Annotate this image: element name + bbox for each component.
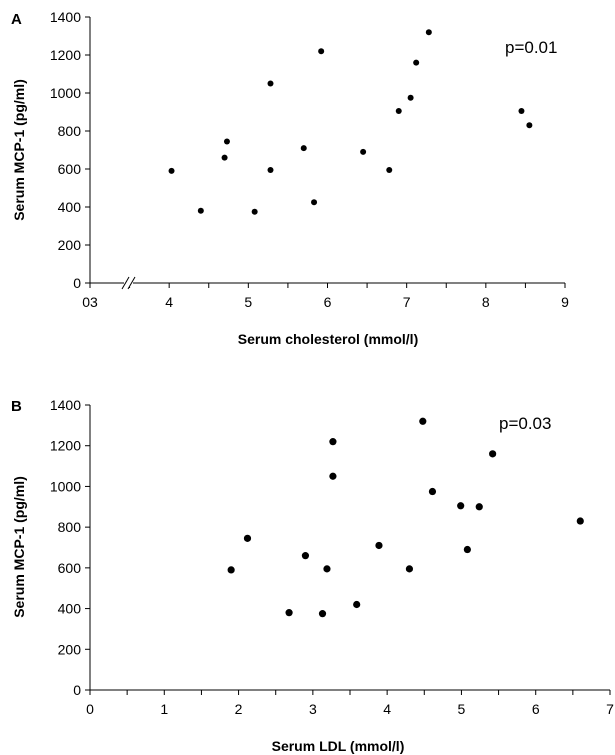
data-point [489,450,497,458]
data-point [386,166,393,173]
data-point [463,545,471,554]
data-point [576,517,584,525]
data-point [375,541,383,550]
x-tick-label: 1 [160,701,168,717]
data-point [425,29,432,36]
y-tick-label: 600 [58,161,82,177]
y-tick-label: 200 [58,237,82,253]
panel-a-x-axis-label: Serum cholesterol (mmol/l) [238,331,418,347]
y-tick-label: 400 [58,601,82,617]
data-point [168,167,175,174]
x-tick-label: 2 [235,701,243,717]
x-tick-label: 6 [324,294,332,310]
panel-b-chart: B p=0.03 Serum LDL (mmol/l) Serum MCP-1 … [11,397,614,754]
y-tick-label: 1400 [50,397,81,413]
data-point [405,565,414,573]
data-point [419,417,427,425]
x-tick-label: 7 [606,701,614,717]
data-point [267,80,274,87]
panel-a-y-axis-label: Serum MCP-1 (pg/ml) [11,79,27,221]
panel-a-label: A [11,11,22,28]
y-tick-label: 600 [58,560,82,576]
data-point [318,610,327,618]
panel-b-p-value: p=0.03 [499,414,551,433]
data-point [251,208,258,215]
axis-break-mark [127,276,136,290]
y-tick-label: 1000 [50,85,81,101]
x-tick-label: 3 [309,701,317,717]
data-point [285,609,293,617]
y-tick-label: 1000 [50,478,81,494]
data-point [526,122,533,129]
x-tick-label: 5 [458,701,466,717]
panel-a-chart: A p=0.01 Serum cholesterol (mmol/l) Seru… [11,9,569,347]
panel-b-x-axis-label: Serum LDL (mmol/l) [272,738,405,754]
data-point [353,600,361,609]
x-tick-label: 7 [403,294,411,310]
x-tick-label: 5 [244,294,252,310]
data-point [475,503,483,511]
panel-b-y-axis-label: Serum MCP-1 (pg/ml) [11,476,27,618]
y-tick-label: 1400 [50,9,81,25]
y-tick-label: 0 [73,275,81,291]
data-point [243,534,252,542]
data-point [227,566,235,574]
panel-b-label: B [11,398,22,415]
y-tick-label: 200 [58,641,82,657]
data-point [360,148,367,155]
x-tick-label: 0 [86,701,94,717]
panel-a-p-value: p=0.01 [505,38,557,57]
data-point [428,487,437,496]
data-point [223,138,230,145]
data-point [300,145,307,152]
data-point [518,108,525,115]
data-point [311,199,318,206]
x-tick-label: 4 [383,701,391,717]
data-point [329,472,337,480]
data-point [323,565,331,573]
x-tick-label: 4 [165,294,173,310]
x-tick-label: 6 [532,701,540,717]
axis-break-gap [124,279,133,287]
y-tick-label: 0 [73,682,81,698]
y-tick-label: 1200 [50,438,81,454]
data-point [457,502,465,510]
data-point [221,154,228,161]
y-tick-label: 1200 [50,47,81,63]
x-tick-label: 9 [561,294,569,310]
data-point [267,166,274,173]
data-point [329,438,337,446]
y-tick-label: 800 [58,123,82,139]
x-tick-label: 03 [82,294,98,310]
y-tick-label: 400 [58,199,82,215]
y-tick-label: 800 [58,519,82,535]
data-point [197,207,204,214]
x-tick-label: 8 [482,294,490,310]
axis-break-mark [121,276,130,290]
data-point [318,48,325,55]
data-point [407,94,414,101]
data-point [301,552,310,560]
data-point [413,59,420,66]
data-point [395,108,402,115]
